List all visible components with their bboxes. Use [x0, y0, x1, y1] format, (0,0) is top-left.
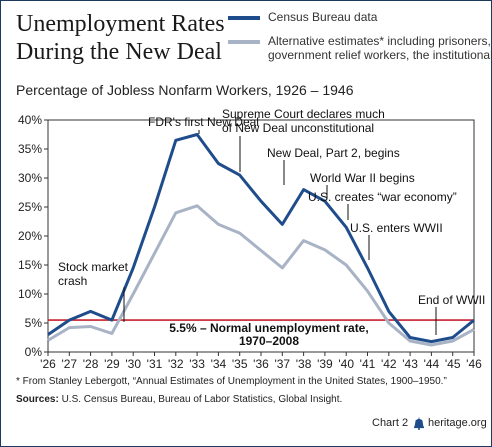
x-tick-label: '37 — [274, 357, 290, 371]
y-tick-label: 15% — [18, 258, 42, 272]
x-tick-label: '33 — [189, 357, 205, 371]
title-line-2: During the New Deal — [16, 39, 222, 65]
y-tick-label: 10% — [18, 287, 42, 301]
annotation-label: World War II begins — [310, 171, 415, 185]
series-line-alt — [47, 204, 475, 347]
sources-line: Sources: U.S. Census Bureau, Bureau of L… — [16, 394, 484, 405]
x-tick-label: '44 — [424, 357, 440, 371]
x-tick-label: '42 — [381, 357, 397, 371]
x-tick-label: '28 — [83, 357, 99, 371]
annotation-label: U.S. creates “war economy” — [308, 190, 457, 204]
annotation-label: FDR's first New Deal — [148, 115, 259, 129]
x-tick-label: '38 — [296, 357, 312, 371]
x-tick-label: '40 — [338, 357, 354, 371]
title-line-1: Unemployment Rates — [16, 11, 225, 37]
y-tick-label: 35% — [18, 142, 42, 156]
legend-swatch-census — [228, 16, 260, 20]
x-tick-label: '31 — [147, 357, 163, 371]
legend-swatch-alt — [228, 40, 260, 44]
x-tick-label: '26 — [40, 357, 56, 371]
legend-label-alt-line2: government relief workers, the instituti… — [268, 48, 492, 62]
x-tick-label: '41 — [360, 357, 376, 371]
annotation-label: U.S. enters WWII — [350, 221, 443, 235]
chart-subtitle: Percentage of Jobless Nonfarm Workers, 1… — [16, 82, 354, 98]
annotation-label: of New Deal unconstitutional — [222, 121, 374, 135]
y-tick-label: 25% — [18, 200, 42, 214]
y-tick-label: 30% — [18, 171, 42, 185]
annotation-label: crash — [58, 274, 87, 288]
normal-rate-label-line1: 5.5% – Normal unemployment rate, — [169, 321, 368, 335]
y-tick-label: 20% — [18, 229, 42, 243]
x-tick-label: '30 — [125, 357, 141, 371]
sources-text: U.S. Census Bureau, Bureau of Labor Stat… — [58, 394, 343, 405]
normal-rate-label-line2: 1970–2008 — [239, 334, 299, 348]
site-link[interactable]: heritage.org — [428, 417, 487, 429]
x-tick-label: '39 — [317, 357, 333, 371]
liberty-bell-icon — [414, 417, 424, 430]
y-tick-label: 0% — [25, 345, 43, 359]
x-tick-label: '36 — [253, 357, 269, 371]
legend-label-alt-line1: Alternative estimates* including prisone… — [268, 34, 491, 48]
x-tick-label: '35 — [232, 357, 248, 371]
x-tick-label: '45 — [445, 357, 461, 371]
x-tick-label: '43 — [402, 357, 418, 371]
page-title: Unemployment Rates During the New Deal — [16, 10, 236, 66]
x-tick-label: '27 — [61, 357, 77, 371]
annotation-label: Stock market — [58, 260, 129, 274]
y-tick-label: 40% — [18, 113, 42, 127]
x-tick-label: '32 — [168, 357, 184, 371]
x-tick-label: '46 — [466, 357, 482, 371]
annotation-label: New Deal, Part 2, begins — [267, 146, 400, 160]
annotation-label: Supreme Court declares much — [222, 107, 385, 121]
legend-label-census: Census Bureau data — [268, 10, 378, 24]
x-tick-label: '34 — [211, 357, 227, 371]
footnote: * From Stanley Lebergott, “Annual Estima… — [16, 376, 447, 387]
chart-number: Chart 2 — [372, 417, 409, 429]
series-line-census — [47, 133, 475, 344]
annotation-label: End of WWII — [418, 293, 485, 307]
x-tick-label: '29 — [104, 357, 120, 371]
y-tick-label: 5% — [25, 316, 43, 330]
sources-label: Sources: — [16, 394, 59, 405]
